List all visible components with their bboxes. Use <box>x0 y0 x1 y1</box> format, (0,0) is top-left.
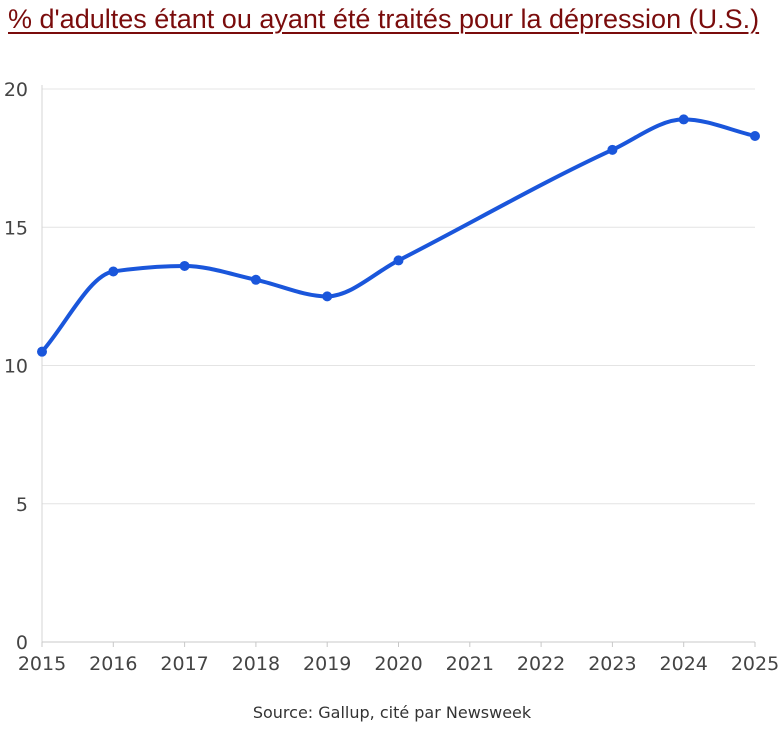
chart-title: % d'adultes étant ou ayant été traités p… <box>8 4 760 34</box>
x-tick-label-2021: 2021 <box>446 653 494 675</box>
line-chart: 0 5 10 15 20 2015 2016 2017 2018 2019 2020 2021 202… <box>4 79 779 675</box>
y-tick-label-15: 15 <box>4 217 28 239</box>
data-point-2020 <box>393 255 404 266</box>
series-line <box>40 117 757 354</box>
data-point-2019 <box>322 291 333 302</box>
y-axis-tick-labels: 0 5 10 15 20 <box>4 79 28 654</box>
gridlines <box>42 88 755 505</box>
data-point-2016 <box>108 266 119 277</box>
x-tick-label-2017: 2017 <box>160 653 208 675</box>
x-tick-label-2025: 2025 <box>731 653 779 675</box>
y-tick-label-0: 0 <box>16 632 28 654</box>
x-tick-label-2022: 2022 <box>517 653 565 675</box>
data-point-2024 <box>678 114 689 125</box>
y-tick-label-10: 10 <box>4 356 28 378</box>
y-tick-label-20: 20 <box>4 79 28 101</box>
x-tick-label-2015: 2015 <box>18 653 66 675</box>
data-point-2023 <box>607 144 618 155</box>
x-tick-label-2016: 2016 <box>89 653 137 675</box>
x-tick-label-2024: 2024 <box>660 653 708 675</box>
source-note: Source: Gallup, cité par Newsweek <box>252 703 532 722</box>
data-point-2025 <box>750 131 760 142</box>
axes <box>41 85 756 647</box>
data-point-2015 <box>37 346 47 357</box>
x-tick-label-2019: 2019 <box>303 653 351 675</box>
x-tick-label-2020: 2020 <box>374 653 422 675</box>
data-series <box>37 114 760 357</box>
x-tick-label-2018: 2018 <box>232 653 280 675</box>
data-point-2017 <box>179 260 190 271</box>
x-axis-tick-labels: 2015 2016 2017 2018 2019 2020 2021 2022 2023 2024… <box>18 653 779 675</box>
x-tick-label-2023: 2023 <box>588 653 636 675</box>
data-point-2018 <box>250 274 261 285</box>
y-tick-label-5: 5 <box>16 494 28 516</box>
